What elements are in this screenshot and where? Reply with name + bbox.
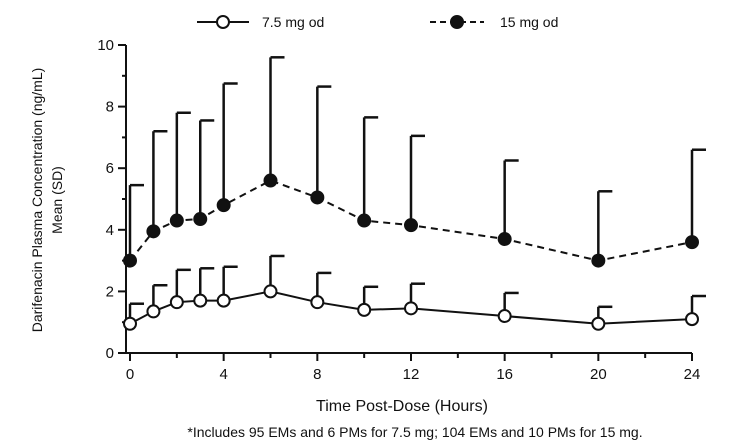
- footnote: *Includes 95 EMs and 6 PMs for 7.5 mg; 1…: [187, 424, 642, 440]
- data-point: [404, 218, 418, 233]
- data-point: [193, 212, 208, 227]
- y-tick-label: 8: [106, 99, 114, 116]
- data-point: [193, 293, 208, 308]
- data-point: [591, 316, 606, 331]
- data-point: [497, 309, 512, 324]
- data-point: [357, 213, 372, 228]
- y-tick-label: 2: [106, 283, 114, 300]
- legend-marker-filled-circle: [450, 15, 464, 29]
- legend: 7.5 mg od 15 mg od: [197, 14, 558, 30]
- series-line: [129, 179, 693, 262]
- data-point: [685, 312, 699, 327]
- y-axis-title-line-2: Mean (SD): [49, 166, 65, 234]
- legend-item-series-2: 15 mg od: [430, 14, 558, 30]
- legend-label-series-1: 7.5 mg od: [262, 14, 324, 30]
- legend-marker-open-circle: [216, 15, 230, 29]
- plot-area: [123, 56, 706, 331]
- data-point: [497, 232, 512, 247]
- x-tick-label: 12: [403, 366, 420, 383]
- data-point: [591, 253, 606, 268]
- y-tick-label: 0: [106, 345, 114, 362]
- x-axis-title: Time Post-Dose (Hours): [316, 398, 488, 415]
- x-tick-label: 24: [684, 366, 701, 383]
- x-tick-label: 0: [126, 366, 134, 383]
- series-2: [123, 56, 706, 268]
- data-point: [263, 173, 278, 188]
- data-point: [216, 293, 231, 308]
- y-tick-label: 6: [106, 160, 114, 177]
- x-tick-label: 20: [590, 366, 607, 383]
- series-1: [123, 254, 706, 331]
- data-point: [357, 302, 372, 317]
- y-tick-label: 4: [106, 222, 114, 239]
- x-tick-label: 4: [219, 366, 227, 383]
- data-point: [169, 295, 184, 310]
- x-tick-label: 8: [313, 366, 321, 383]
- legend-label-series-2: 15 mg od: [500, 14, 558, 30]
- data-point: [685, 235, 699, 250]
- y-tick-label: 10: [97, 37, 114, 54]
- x-tick-label: 16: [496, 366, 513, 383]
- data-point: [310, 190, 325, 205]
- data-point: [310, 295, 325, 310]
- data-point: [123, 253, 137, 268]
- y-axis-title-line-1: Darifenacin Plasma Concentration (ng/mL): [29, 68, 45, 333]
- data-point: [263, 284, 278, 299]
- data-point: [146, 304, 161, 319]
- data-point: [123, 316, 137, 331]
- data-point: [404, 301, 418, 316]
- legend-item-series-1: 7.5 mg od: [197, 14, 324, 30]
- data-point: [169, 213, 184, 228]
- data-point: [146, 224, 161, 239]
- data-point: [216, 198, 231, 213]
